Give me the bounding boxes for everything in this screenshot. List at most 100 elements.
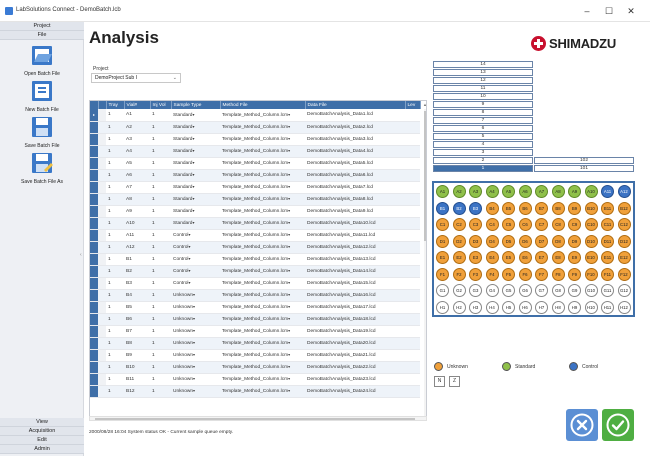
well-A7[interactable]: A7 [535,185,548,198]
queue-slot[interactable]: 8 [433,109,533,116]
method-file-cell[interactable]: Template_Method_Column.lcm▾ [220,109,305,122]
table-row[interactable]: 1 A6 1 Standard▾ Template_Method_Column.lcm▾… [90,169,420,182]
method-file-cell[interactable]: Template_Method_Column.lcm▾ [220,361,305,374]
well-C3[interactable]: C3 [469,218,482,231]
tray-cell[interactable]: 1 [106,385,124,398]
dropdown-arrow-icon[interactable]: ▾ [288,172,291,177]
sample-type-cell[interactable]: Standard▾ [171,217,220,230]
table-row[interactable]: 1 A7 1 Standard▾ Template_Method_Column.lcm▾… [90,181,420,194]
well-G2[interactable]: G2 [452,284,466,297]
header-vial[interactable]: Vial# [124,101,151,109]
dropdown-arrow-icon[interactable]: ▾ [288,388,291,393]
inj-vol-cell[interactable]: 1 [150,217,171,230]
well-G11[interactable]: G11 [601,284,614,297]
dropdown-arrow-icon[interactable]: ▾ [193,352,196,357]
well-B1[interactable]: B1 [436,201,449,215]
row-selector[interactable] [90,301,98,314]
method-file-cell[interactable]: Template_Method_Column.lcm▾ [220,265,305,278]
table-row[interactable]: 1 B6 1 Unknown▾ Template_Method_Column.lcm▾ D… [90,313,420,326]
dropdown-arrow-icon[interactable]: ▾ [288,208,291,213]
method-file-cell[interactable]: Template_Method_Column.lcm▾ [220,217,305,230]
dropdown-arrow-icon[interactable]: ▾ [193,340,196,345]
dropdown-arrow-icon[interactable]: ▾ [288,220,291,225]
tray-cell[interactable]: 1 [106,157,124,170]
cancel-button[interactable] [566,409,598,441]
method-file-cell[interactable]: Template_Method_Column.lcm▾ [220,325,305,338]
well-D2[interactable]: D2 [452,234,466,248]
table-row[interactable]: 1 B12 1 Unknown▾ Template_Method_Column.lcm▾… [90,385,420,398]
dropdown-arrow-icon[interactable]: ▾ [192,124,195,129]
row-selector[interactable] [90,181,98,194]
data-file-cell[interactable]: DemoBatchAnalysis_Data20.lcd [305,337,405,350]
maximize-button[interactable]: ☐ [604,6,614,16]
well-B6[interactable]: B6 [518,201,532,215]
level-cell[interactable] [405,325,420,338]
table-row[interactable]: 1 A11 1 Control▾ Template_Method_Column.lcm▾… [90,229,420,242]
data-file-cell[interactable]: DemoBatchAnalysis_Data14.lcd [305,265,405,278]
well-F10[interactable]: F10 [584,267,598,281]
method-file-cell[interactable]: Template_Method_Column.lcm▾ [220,205,305,218]
well-H10[interactable]: H10 [584,300,598,314]
data-file-cell[interactable]: DemoBatchAnalysis_Data13.lcd [305,253,405,266]
z-button[interactable]: Z [449,376,460,387]
menu-project[interactable]: Project [0,22,84,31]
well-B4[interactable]: B4 [485,201,499,215]
tray-cell[interactable]: 1 [106,169,124,182]
level-cell[interactable] [405,337,420,350]
dropdown-arrow-icon[interactable]: ▾ [288,196,291,201]
well-B7[interactable]: B7 [535,201,548,215]
table-row[interactable]: 1 B10 1 Unknown▾ Template_Method_Column.lcm▾… [90,361,420,374]
well-F3[interactable]: F3 [469,267,482,281]
well-H11[interactable]: H11 [601,300,614,314]
vial-cell[interactable]: A5 [124,157,150,170]
vial-cell[interactable]: A7 [124,181,150,194]
well-D4[interactable]: D4 [485,234,499,248]
tray-cell[interactable]: 1 [106,241,124,254]
well-G8[interactable]: G8 [551,284,565,297]
well-G1[interactable]: G1 [436,284,449,297]
well-E2[interactable]: E2 [452,251,466,264]
queue-slot[interactable]: 3 [433,149,533,156]
queue-slot-right[interactable]: 102 [534,157,634,164]
well-D8[interactable]: D8 [551,234,565,248]
level-cell[interactable] [405,229,420,242]
hscroll-thumb[interactable] [95,418,415,420]
sample-type-cell[interactable]: Control▾ [171,241,220,254]
inj-vol-cell[interactable]: 1 [150,289,171,302]
tray-cell[interactable]: 1 [106,301,124,314]
dropdown-arrow-icon[interactable]: ▾ [288,304,291,309]
dropdown-arrow-icon[interactable]: ▾ [288,244,291,249]
well-F8[interactable]: F8 [551,267,565,281]
inj-vol-cell[interactable]: 1 [150,193,171,206]
row-selector[interactable]: ▸ [90,109,98,122]
well-F6[interactable]: F6 [518,267,532,281]
sample-type-cell[interactable]: Standard▾ [171,181,220,194]
well-F2[interactable]: F2 [452,267,466,281]
well-F4[interactable]: F4 [485,267,499,281]
inj-vol-cell[interactable]: 1 [150,133,171,146]
table-row[interactable]: 1 B5 1 Unknown▾ Template_Method_Column.lcm▾ D… [90,301,420,314]
menu-acquisition[interactable]: Acquisition [0,427,84,436]
well-C12[interactable]: C12 [617,218,631,231]
sample-type-cell[interactable]: Unknown▾ [171,361,220,374]
header-tray[interactable]: Tray [106,101,125,109]
vial-cell[interactable]: B7 [124,325,150,338]
method-file-cell[interactable]: Template_Method_Column.lcm▾ [220,373,305,386]
table-row[interactable]: 1 A5 1 Standard▾ Template_Method_Column.lcm▾… [90,157,420,170]
sample-type-cell[interactable]: Standard▾ [171,121,220,134]
method-file-cell[interactable]: Template_Method_Column.lcm▾ [220,349,305,362]
data-file-cell[interactable]: DemoBatchAnalysis_Data22.lcd [305,361,405,374]
header-level[interactable]: Lev [405,101,421,109]
level-cell[interactable] [405,289,420,302]
level-cell[interactable] [405,217,420,230]
table-row[interactable]: 1 A8 1 Standard▾ Template_Method_Column.lcm▾… [90,193,420,206]
well-D7[interactable]: D7 [535,234,548,248]
queue-slot[interactable]: 5 [433,133,533,140]
vial-cell[interactable]: A12 [124,241,150,254]
method-file-cell[interactable]: Template_Method_Column.lcm▾ [220,181,305,194]
header-data-file[interactable]: Data File [305,101,406,109]
inj-vol-cell[interactable]: 1 [150,157,171,170]
dropdown-arrow-icon[interactable]: ▾ [192,111,195,117]
sample-type-cell[interactable]: Unknown▾ [171,313,220,326]
well-D11[interactable]: D11 [601,234,614,248]
